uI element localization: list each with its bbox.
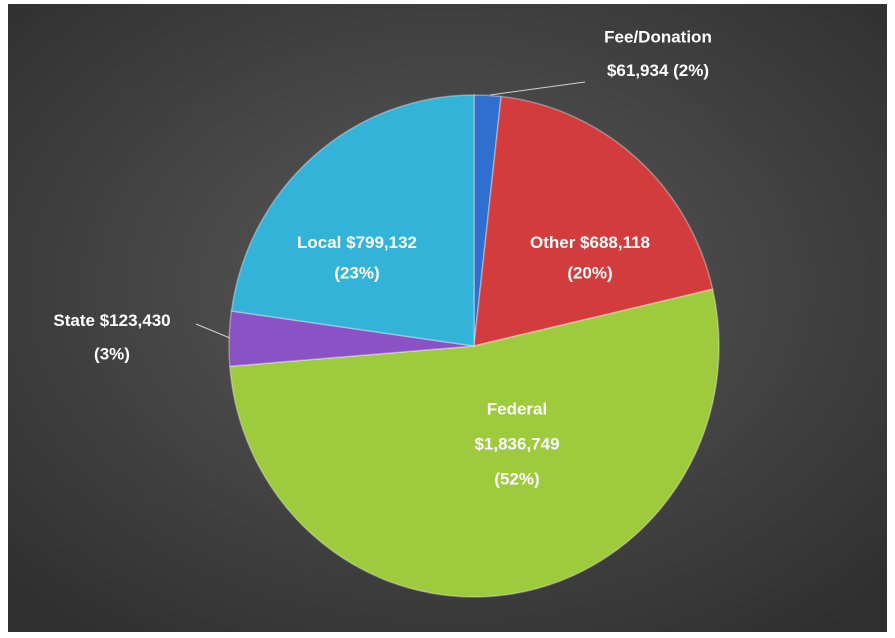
percent-label: (52%) [494,469,539,488]
value-label: $123,430 [100,311,171,330]
value-label: $1,836,749 [474,434,559,453]
percent-label: (20%) [567,263,612,282]
pie-slice [228,310,475,368]
percent-label: (23%) [334,263,379,282]
pie-slice [230,94,475,347]
value-label: $61,934 [607,61,669,80]
pie [228,94,720,598]
category-label: Local [297,233,341,252]
value-label: $688,118 [580,233,650,252]
label-line: State $123,430 [53,311,170,330]
category-label: Other [530,233,576,252]
pie-slice [228,288,720,598]
leader-line [195,323,231,339]
leader-line [489,81,586,96]
labels: Fee/Donation $61,934 (2%) Other $688,118 (2… [53,27,711,488]
percent-label: (2%) [673,61,709,80]
category-label: State [53,311,95,330]
percent-label: (3%) [94,344,130,363]
category-label: Fee/Donation [604,27,712,46]
pie-slice [473,94,502,347]
pie-slice [473,95,714,347]
label-line: Local $799,132 [297,233,417,252]
category-label: Federal [487,399,547,418]
value-label: $799,132 [346,233,417,252]
label-line: Other $688,118 [530,233,650,252]
value-label-line: $61,934 (2%) [607,61,709,80]
